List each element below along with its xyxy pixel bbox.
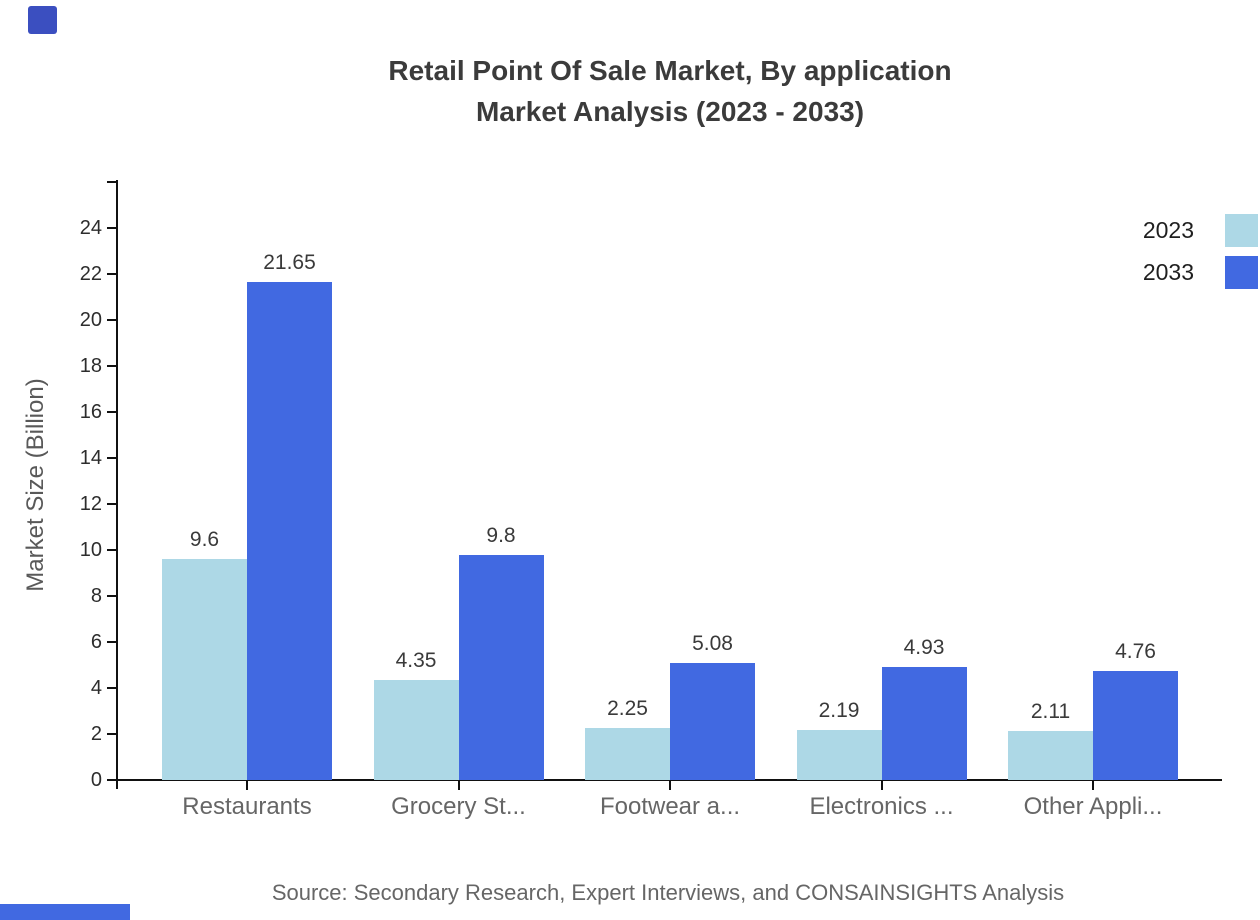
y-tick-mark	[107, 595, 116, 597]
y-tick-mark	[107, 733, 116, 735]
y-tick-label: 12	[79, 493, 102, 515]
legend: 2023 2033	[1143, 214, 1258, 289]
legend-item-2033[interactable]: 2033	[1143, 256, 1258, 289]
x-category-label: Grocery St...	[391, 793, 526, 820]
y-tick-label: 24	[79, 217, 102, 239]
y-tick-mark	[107, 227, 116, 229]
bar-2023	[162, 559, 247, 780]
brand-footer-strip	[0, 904, 130, 920]
y-tick-label: 4	[90, 677, 102, 699]
y-tick-label: 14	[79, 447, 102, 469]
x-category-label: Other Appli...	[1023, 793, 1163, 820]
y-axis-line	[116, 180, 118, 789]
y-tick-label: 16	[79, 401, 102, 423]
y-tick-label: 10	[79, 539, 102, 561]
source-note: Source: Secondary Research, Expert Inter…	[271, 880, 1065, 905]
chart-title: Retail Point Of Sale Market, By applicat…	[80, 50, 1260, 132]
x-tick-mark	[457, 780, 460, 790]
chart-title-line2: Market Analysis (2023 - 2033)	[475, 96, 865, 127]
y-tick-label: 20	[79, 309, 102, 331]
legend-item-2023[interactable]: 2023	[1143, 214, 1258, 247]
bar-value-label: 21.65	[263, 251, 316, 274]
legend-label: 2033	[1142, 259, 1194, 285]
y-tick-mark	[107, 411, 116, 413]
bar-value-label: 4.76	[1115, 640, 1156, 663]
bar-2023	[373, 680, 459, 780]
y-tick-mark	[107, 319, 116, 321]
y-tick-mark	[107, 181, 116, 183]
bar-value-label: 9.6	[189, 528, 220, 551]
y-tick-mark	[107, 687, 116, 689]
x-tick-mark	[246, 780, 248, 790]
y-tick-label: 8	[90, 585, 102, 607]
bar-value-label: 4.35	[395, 649, 437, 672]
y-tick-mark	[107, 779, 116, 781]
bar-2033	[458, 555, 544, 780]
y-tick-label: 6	[90, 631, 102, 653]
y-tick-label: 18	[79, 355, 102, 377]
brand-logo-mark	[28, 6, 57, 34]
bar-value-label: 2.11	[1030, 700, 1071, 723]
y-tick-label: 2	[90, 723, 102, 745]
bar-2033	[881, 667, 967, 780]
bar-2033	[670, 663, 755, 780]
bar-value-label: 2.25	[607, 697, 648, 720]
y-axis-title: Market Size (Billion)	[22, 378, 49, 592]
bar-2033	[1093, 671, 1178, 780]
bar-2023	[796, 730, 882, 780]
y-tick-mark	[107, 457, 116, 459]
x-tick-mark	[880, 780, 883, 790]
legend-color-swatch	[1225, 256, 1258, 289]
legend-color-swatch	[1225, 214, 1258, 247]
bar-value-label: 5.08	[692, 632, 733, 655]
legend-label: 2023	[1142, 217, 1194, 243]
chart-title-line1: Retail Point Of Sale Market, By applicat…	[388, 55, 952, 86]
y-tick-mark	[107, 503, 116, 505]
y-tick-mark	[107, 365, 116, 367]
bar-value-label: 2.19	[818, 699, 860, 722]
bar-value-label: 9.8	[486, 524, 516, 547]
x-category-label: Electronics ...	[809, 793, 954, 820]
x-category-label: Footwear a...	[599, 793, 741, 820]
x-tick-mark	[1092, 780, 1094, 790]
y-tick-label: 0	[90, 769, 102, 791]
bar-2033	[247, 282, 332, 780]
x-tick-mark	[669, 780, 671, 790]
y-tick-label: 22	[79, 263, 102, 285]
x-category-label: Restaurants	[182, 793, 312, 820]
plot-area: 0 2 4 6 8 10 12 14 16 18 20 22 24 9.6 21.65 Restaurants…	[80, 180, 1222, 820]
y-tick-mark	[107, 641, 116, 643]
y-tick-mark	[107, 273, 116, 275]
bar-2023	[585, 728, 670, 780]
y-tick-mark	[107, 549, 116, 551]
bar-value-label: 4.93	[903, 636, 945, 659]
bar-2023	[1008, 731, 1093, 780]
